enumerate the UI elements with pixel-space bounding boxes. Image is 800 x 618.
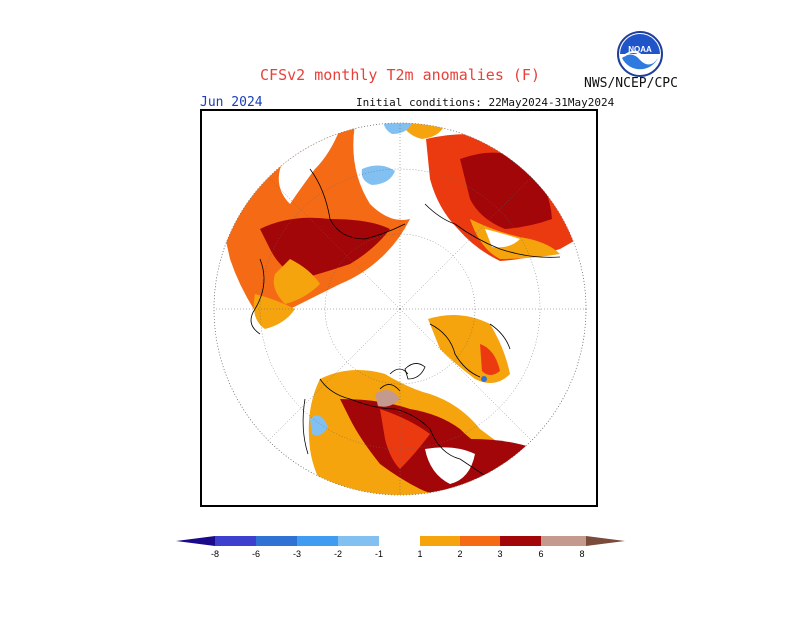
colorbar-segment — [379, 536, 420, 546]
anomaly-region — [481, 376, 487, 382]
anomaly-region — [383, 123, 415, 134]
coastlines — [250, 168, 561, 480]
anomaly-region — [253, 294, 295, 329]
colorbar-tick: -6 — [252, 549, 260, 559]
colorbar-tick: -3 — [293, 549, 301, 559]
colorbar-segment — [582, 536, 586, 546]
graticule — [214, 123, 586, 495]
colorbar-tick: -8 — [211, 549, 219, 559]
noaa-logo-icon: NOAA — [617, 31, 663, 77]
noaa-logo-text: NOAA — [628, 45, 652, 54]
agency-label: NWS/NCEP/CPC — [584, 76, 678, 91]
colorbar-tick: -2 — [334, 549, 342, 559]
anomaly-region — [485, 229, 520, 248]
anomaly-region — [425, 447, 475, 484]
anomaly-region — [361, 165, 395, 185]
colorbar-tick: 8 — [579, 549, 584, 559]
colorbar-segment — [420, 536, 460, 546]
colorbar-tick: -1 — [375, 549, 383, 559]
initial-conditions-label: Initial conditions: 22May2024-31May2024 — [356, 96, 615, 109]
anomaly-region — [375, 390, 400, 407]
colorbar-segment — [297, 536, 338, 546]
colorbar-tick: 1 — [417, 549, 422, 559]
colorbar-segment — [586, 536, 625, 546]
valid-month-label: Jun 2024 — [200, 95, 263, 110]
colorbar-tick: 6 — [538, 549, 543, 559]
colorbar-segment — [215, 536, 256, 546]
anomaly-region — [470, 439, 535, 494]
colorbar-segment — [256, 536, 297, 546]
anomaly-region — [380, 409, 430, 469]
colorbar: -8 -6 -3 -2 -1 1 2 3 6 8 — [176, 536, 625, 559]
polar-map — [213, 122, 587, 496]
anomaly-region — [400, 123, 445, 139]
colorbar-segment — [338, 536, 379, 546]
colorbar-segment — [460, 536, 500, 546]
colorbar-tick: 3 — [497, 549, 502, 559]
map-frame — [200, 109, 598, 507]
anomaly-region — [273, 259, 320, 304]
colorbar-segment — [500, 536, 541, 546]
colorbar-tick: 2 — [457, 549, 462, 559]
colorbar-segment — [541, 536, 582, 546]
anomaly-region — [310, 415, 328, 436]
anomaly-region — [480, 344, 500, 375]
map-title: CFSv2 monthly T2m anomalies (F) — [260, 66, 540, 84]
colorbar-segment — [176, 536, 215, 546]
